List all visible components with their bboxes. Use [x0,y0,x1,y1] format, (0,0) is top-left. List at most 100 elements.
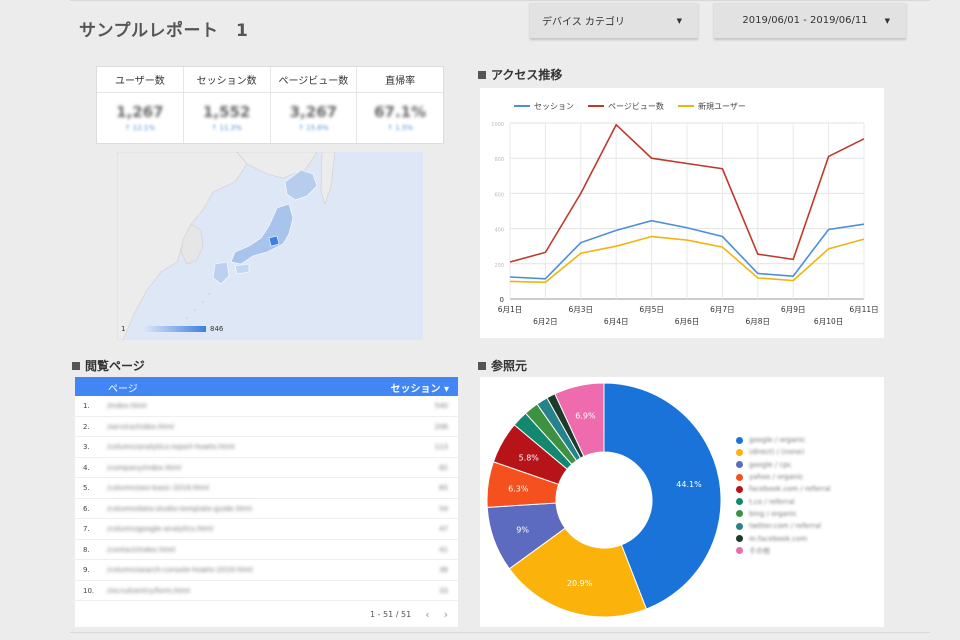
prev-page-button[interactable]: ‹ [425,608,430,621]
legend-item[interactable]: yahoo / organic [736,471,831,483]
scorecard-sessions: セッション数 1,552 ↑ 11.3% [183,67,271,143]
top-divider [70,0,930,1]
slice-label: 9% [516,525,529,534]
row-page-path: /recruit/entry/form.html [107,586,190,595]
viewed-pages-table: ページ セッション ▾ 1. /index.html 540 2. /service/i… [75,377,458,627]
legend-dot [736,485,743,493]
row-page-path: /column/seo-basic-2019.html [107,484,210,492]
map-svg [117,152,423,340]
chevron-down-icon: ▼ [676,17,682,25]
x-tick-label: 6月3日 [569,305,594,314]
table-row[interactable]: 9. /column/search-console-howto-2019.html… [75,560,458,581]
next-page-button[interactable]: › [443,608,448,621]
island-dot [194,309,196,311]
legend-item[interactable]: google / organic [736,434,831,446]
legend-label: セッション [534,102,574,111]
scorecard-delta: ↑ 12.1% [124,124,156,132]
scorecard-value: 3,267 [289,103,338,121]
row-page-path: /column/analytics-report-howto.html [107,443,235,451]
row-page-path: /service/index.html [107,422,175,431]
geo-map[interactable] [117,152,423,340]
legend-dot [736,510,743,518]
table-row[interactable]: 2. /service/index.html 206 [75,417,458,437]
scorecard-users: ユーザー数 1,267 ↑ 12.1% [97,67,184,143]
row-sessions: 54 [439,504,448,513]
donut-legend: google / organic (direct) / (none) google … [736,434,831,557]
section-title-text: 閲覧ページ [85,359,145,373]
map-legend-max: 846 [210,325,224,333]
legend-item[interactable]: twitter.com / referral [736,520,831,532]
legend-label: 新規ユーザー [698,101,746,111]
column-header-sessions[interactable]: セッション ▾ [390,384,449,395]
x-tick-label: 6月9日 [781,305,806,314]
scorecard-value: 1,267 [116,103,164,121]
table-pagination: 1 - 51 / 51 ‹ › [370,608,448,621]
row-sessions: 33 [439,586,448,595]
slice-label: 20.9% [567,579,593,588]
y-tick-label: 0 [500,296,504,304]
device-category-label: デバイス カテゴリ [542,17,625,28]
legend-label: facebook.com / referral [749,485,831,494]
table-row[interactable]: 8. /contact/index.html 41 [75,540,458,560]
row-page-path: /contact/index.html [107,545,176,554]
table-row[interactable]: 7. /column/google-analytics.html 47 [75,519,458,540]
scorecard-value: 67.1% [374,103,427,121]
series-line[interactable] [509,123,865,263]
section-title-access-trend: アクセス推移 [478,66,562,83]
legend-dot [736,547,743,555]
x-tick-label: 6月7日 [710,305,735,314]
legend-dot [736,436,743,444]
series-line[interactable] [509,235,865,284]
device-category-filter[interactable]: デバイス カテゴリ ▼ [530,3,698,39]
table-row[interactable]: 3. /column/analytics-report-howto.html 113 [75,437,458,458]
legend-item[interactable]: t.co / referral [736,495,831,507]
slice-label: 44.1% [676,480,702,489]
row-sessions: 113 [434,443,448,451]
legend-item[interactable]: (direct) / (none) [736,446,831,458]
section-title-viewed-pages: 閲覧ページ [72,357,145,374]
island-dot [186,317,188,319]
table-row[interactable]: 4. /company/index.html 82 [75,458,458,478]
row-sessions: 206 [434,422,448,431]
section-title-text: 参照元 [491,359,528,373]
referrer-chart[interactable]: 44.1% 20.9% 9% 6.3% 5.8% 6.9% [480,377,884,627]
row-number: 7. [83,525,90,533]
access-trend-chart[interactable]: 0 200 400 600 800 1000 6月1日 6月2日 6月3日 6月4日 6月5日 6月6… [480,88,884,338]
row-number: 4. [83,463,90,472]
table-row[interactable]: 10. /recruit/entry/form.html 33 [75,581,458,601]
donut-slice[interactable] [554,382,605,458]
row-sessions: 65 [439,484,448,492]
slice-label: 5.8% [519,453,540,462]
legend-item[interactable]: その他 [736,545,831,557]
x-tick-label: 6月8日 [746,317,771,326]
row-number: 3. [83,443,90,451]
legend-dot [736,461,743,469]
table-row[interactable]: 6. /column/data-studio-template-guide.htm… [75,499,458,519]
table-header: ページ セッション ▾ [75,377,458,396]
scorecard-label: ページビュー数 [270,67,357,93]
date-range-label: 2019/06/01 - 2019/06/11 [742,15,868,26]
x-tick-label: 6月4日 [604,317,629,326]
legend-item[interactable]: google / cpc [736,459,831,471]
landmass-korea [180,223,204,265]
scorecard-group: ユーザー数 1,267 ↑ 12.1% セッション数 1,552 ↑ 11.3%… [96,66,444,144]
region-honshu [230,203,294,265]
date-range-picker[interactable]: 2019/06/01 - 2019/06/11 ▼ [714,3,906,39]
x-tick-label: 6月1日 [498,305,523,314]
legend-item[interactable]: facebook.com / referral [736,483,831,495]
square-bullet-icon [478,361,486,370]
legend-item[interactable]: bing / organic [736,508,831,520]
legend-label: yahoo / organic [749,473,804,482]
table-row[interactable]: 1. /index.html 540 [75,396,458,417]
table-row[interactable]: 5. /column/seo-basic-2019.html 65 [75,478,458,499]
series-line[interactable] [509,219,865,280]
region-tokyo [268,235,280,247]
column-header-page[interactable]: ページ [108,384,138,395]
row-number: 1. [83,402,90,410]
donut-slice[interactable] [603,382,722,610]
legend-label: その他 [749,546,770,555]
scorecard-label: セッション数 [183,67,270,93]
donut-slice[interactable] [508,527,648,618]
legend-item[interactable]: m.facebook.com [736,532,831,544]
x-tick-label: 6月11日 [849,305,878,314]
